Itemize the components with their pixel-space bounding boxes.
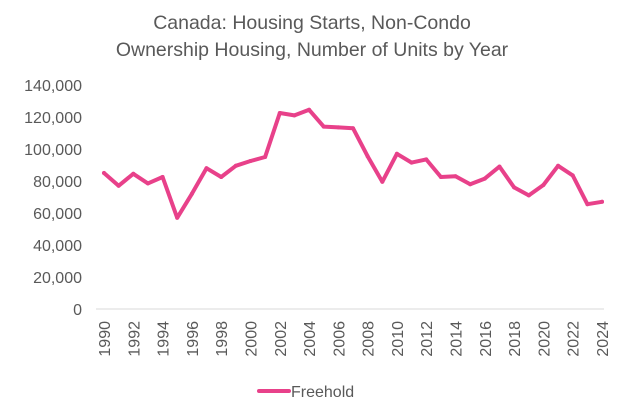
x-tick-label: 2008 [361, 321, 378, 357]
x-tick-label: 2004 [302, 321, 319, 357]
x-tick-label: 2016 [478, 321, 495, 357]
x-tick-label: 1992 [126, 321, 143, 357]
x-tick-label: 2010 [390, 321, 407, 357]
data-point [116, 183, 121, 188]
data-point [102, 171, 106, 175]
data-point [365, 154, 370, 159]
data-point [438, 175, 443, 179]
y-tick-label: 40,000 [33, 238, 82, 255]
legend-label: Freehold [291, 384, 354, 401]
data-point [482, 176, 487, 181]
data-point [541, 183, 546, 187]
x-tick-label: 1994 [156, 321, 173, 357]
data-point [526, 193, 531, 198]
y-tick-label: 0 [73, 302, 82, 319]
data-point [307, 107, 312, 112]
x-tick-label: 2020 [536, 321, 553, 357]
series-line-freehold [102, 107, 604, 220]
data-point [160, 175, 165, 179]
data-point [468, 182, 473, 187]
x-axis: 1990 1992 1994 1996 1998 2000 2002 2004 2006 2008… [96, 308, 612, 357]
data-point [233, 163, 238, 168]
data-point [321, 124, 326, 129]
data-point [175, 215, 180, 220]
plot-series [102, 107, 604, 220]
y-tick-label: 100,000 [24, 142, 82, 159]
x-tick-label: 2006 [331, 321, 348, 357]
data-point [277, 111, 282, 115]
data-point [453, 174, 458, 179]
data-point [145, 181, 150, 186]
data-point [131, 171, 136, 176]
x-tick-label: 2012 [419, 321, 436, 357]
data-point [263, 155, 268, 159]
x-tick-label: 2022 [566, 321, 583, 357]
data-point [600, 199, 604, 204]
x-tick-label: 1990 [97, 321, 114, 357]
data-point [248, 159, 253, 163]
data-point [380, 179, 385, 184]
x-tick-label: 2024 [595, 321, 612, 357]
data-point [336, 125, 341, 130]
y-axis: 0 20,000 40,000 60,000 80,000 100,000 120,000 1… [24, 78, 82, 319]
data-point [497, 164, 502, 169]
y-tick-label: 80,000 [33, 174, 82, 191]
legend: Freehold [257, 384, 354, 401]
chart-title-line-1: Canada: Housing Starts, Non-Condo [153, 12, 471, 34]
data-point [570, 173, 575, 178]
data-point [204, 166, 209, 171]
x-tick-label: 2002 [273, 321, 290, 357]
data-point [585, 202, 590, 207]
data-point [292, 113, 297, 118]
data-point [556, 163, 561, 168]
data-point [219, 175, 224, 179]
y-tick-label: 120,000 [24, 110, 82, 127]
chart-title-line-2: Ownership Housing, Number of Units by Ye… [116, 39, 509, 61]
x-tick-label: 1998 [214, 321, 231, 357]
y-tick-label: 20,000 [33, 270, 82, 287]
data-point [512, 185, 517, 190]
data-point [394, 151, 399, 156]
y-tick-label: 140,000 [24, 78, 82, 95]
x-tick-label: 2014 [449, 321, 466, 357]
x-tick-label: 1996 [185, 321, 202, 357]
data-point [424, 157, 429, 162]
data-point [189, 191, 194, 196]
y-tick-label: 60,000 [33, 206, 82, 223]
data-point [409, 160, 414, 165]
x-tick-label: 2000 [243, 321, 260, 357]
data-point [351, 126, 355, 131]
x-tick-label: 2018 [507, 321, 524, 357]
